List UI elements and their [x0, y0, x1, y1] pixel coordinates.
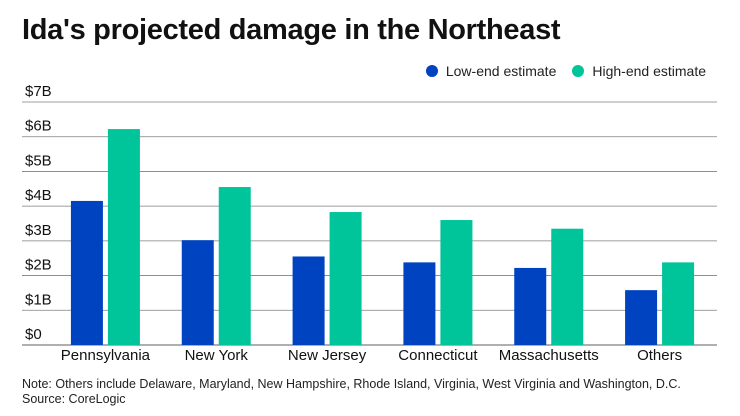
x-tick-label: Others	[637, 347, 682, 364]
note-text: Note: Others include Delaware, Maryland,…	[22, 377, 681, 391]
legend-label-high: High-end estimate	[592, 63, 706, 79]
bar-low	[292, 256, 325, 345]
y-tick-label: $3B	[25, 222, 52, 239]
legend: Low-end estimate High-end estimate	[425, 63, 706, 79]
bar-low	[514, 267, 547, 345]
bar-high	[551, 228, 584, 345]
footnote: Note: Others include Delaware, Maryland,…	[22, 377, 681, 407]
y-tick-label: $0	[25, 326, 42, 343]
bar-low	[181, 240, 214, 345]
bar-low	[625, 290, 658, 345]
legend-label-low: Low-end estimate	[445, 63, 557, 79]
bar-high	[107, 129, 140, 345]
y-tick-label: $1B	[25, 291, 52, 308]
x-tick-label: New York	[185, 347, 249, 364]
x-tick-label: Connecticut	[398, 347, 478, 364]
legend-item-high: High-end estimate	[572, 63, 706, 79]
bar-high	[440, 220, 473, 345]
y-tick-label: $4B	[25, 187, 52, 204]
y-tick-label: $5B	[25, 152, 52, 169]
x-tick-label: New Jersey	[288, 347, 367, 364]
chart-title: Ida's projected damage in the Northeast	[22, 14, 561, 46]
source-text: Source: CoreLogic	[22, 392, 126, 406]
x-tick-label: Massachusetts	[499, 347, 599, 364]
bar-high	[662, 262, 695, 345]
legend-item-low: Low-end estimate	[425, 63, 557, 79]
y-tick-label: $7B	[25, 83, 52, 100]
bar-low	[403, 262, 436, 345]
bar-chart: $0 $1B $2B $3B $4B $5B $6B $7B Pennsylvania New Y…	[22, 83, 717, 364]
y-tick-label: $2B	[25, 257, 52, 274]
bar-low	[70, 200, 103, 345]
y-tick-label: $6B	[25, 118, 52, 135]
legend-swatch-low	[425, 65, 438, 77]
legend-swatch-high	[572, 65, 585, 77]
bar-high	[218, 187, 251, 345]
bar-high	[329, 212, 362, 345]
x-tick-label: Pennsylvania	[61, 347, 151, 364]
